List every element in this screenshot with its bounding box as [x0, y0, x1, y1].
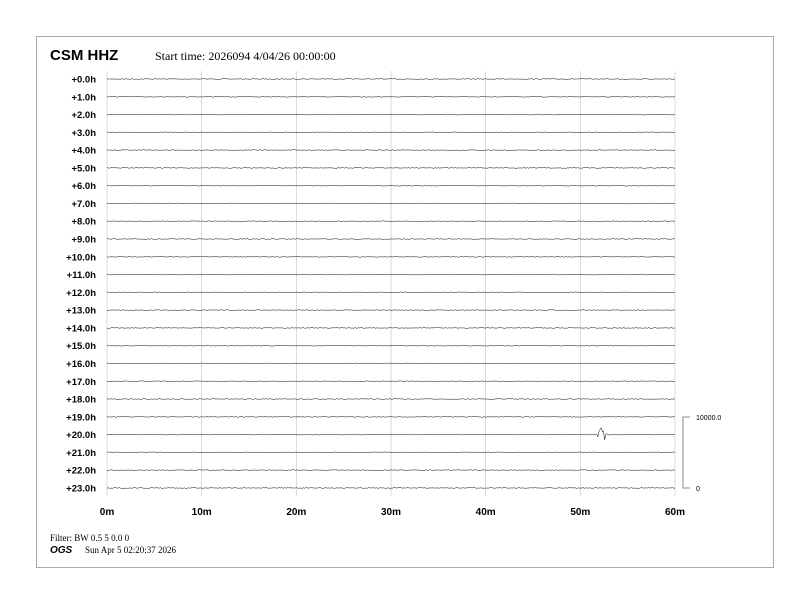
- generated-time: Sun Apr 5 02:20:37 2026: [85, 545, 177, 555]
- x-tick-label: 20m: [286, 507, 306, 518]
- row-label: +13.0h: [66, 306, 96, 317]
- org-label: OGS: [50, 545, 73, 556]
- row-label: +23.0h: [66, 483, 96, 494]
- row-label: +6.0h: [71, 181, 96, 192]
- x-tick-label: 0m: [100, 507, 115, 518]
- x-tick-label: 10m: [192, 507, 212, 518]
- trace-row: [106, 291, 676, 294]
- trace-row: [106, 398, 676, 400]
- trace-row: [106, 362, 676, 365]
- row-label: +22.0h: [66, 466, 96, 477]
- row-label: +21.0h: [66, 448, 96, 459]
- trace-row: [106, 113, 676, 116]
- x-tick-label: 50m: [570, 507, 590, 518]
- row-label: +11.0h: [67, 270, 97, 281]
- scale-bottom-label: 0: [696, 486, 700, 493]
- trace-row: [106, 416, 676, 418]
- trace-row: [106, 202, 676, 205]
- trace-row: [106, 96, 676, 98]
- trace-row: [106, 273, 676, 276]
- trace-row: [106, 451, 676, 454]
- trace-row: [107, 238, 676, 240]
- trace-row: [107, 185, 676, 187]
- start-time: Start time: 2026094 4/04/26 00:00:00: [155, 49, 336, 63]
- row-label: +3.0h: [71, 128, 96, 139]
- trace-row: [106, 469, 676, 472]
- row-label: +0.0h: [71, 75, 96, 86]
- x-tick-label: 60m: [665, 507, 685, 518]
- trace-row: [106, 167, 676, 169]
- scale-top-label: 10000.0: [696, 415, 721, 422]
- row-label: +7.0h: [71, 199, 96, 210]
- trace-row: [106, 256, 676, 258]
- trace-row: [106, 131, 676, 133]
- x-tick-label: 40m: [476, 507, 496, 518]
- row-label: +20.0h: [66, 430, 96, 441]
- row-label: +17.0h: [66, 377, 96, 388]
- station-title: CSM HHZ: [50, 47, 118, 64]
- row-label: +10.0h: [66, 252, 96, 263]
- row-label: +4.0h: [71, 146, 96, 157]
- trace-row: [106, 78, 676, 80]
- row-label: +1.0h: [71, 92, 96, 103]
- trace-row: [106, 427, 676, 440]
- x-tick-label: 30m: [381, 507, 401, 518]
- row-label: +9.0h: [71, 235, 96, 246]
- trace-row: [106, 309, 676, 311]
- row-label: +5.0h: [71, 163, 96, 174]
- row-label: +19.0h: [66, 412, 96, 423]
- row-label: +14.0h: [66, 323, 96, 334]
- row-label: +15.0h: [66, 341, 96, 352]
- trace-row: [106, 149, 676, 151]
- plot-frame: [36, 36, 774, 568]
- row-label: +18.0h: [66, 395, 96, 406]
- scale-bar: 10000.0 0: [682, 415, 721, 493]
- trace-row: [106, 380, 676, 382]
- row-label: +12.0h: [66, 288, 96, 299]
- filter-label: Filter: BW 0.5 5 0.0 0: [50, 533, 130, 543]
- trace-row: [106, 487, 676, 489]
- trace-row: [106, 345, 676, 347]
- row-label: +8.0h: [71, 217, 96, 228]
- trace-row: [106, 220, 676, 222]
- row-label: +16.0h: [66, 359, 96, 370]
- trace-row: [107, 327, 676, 329]
- row-label: +2.0h: [71, 110, 96, 121]
